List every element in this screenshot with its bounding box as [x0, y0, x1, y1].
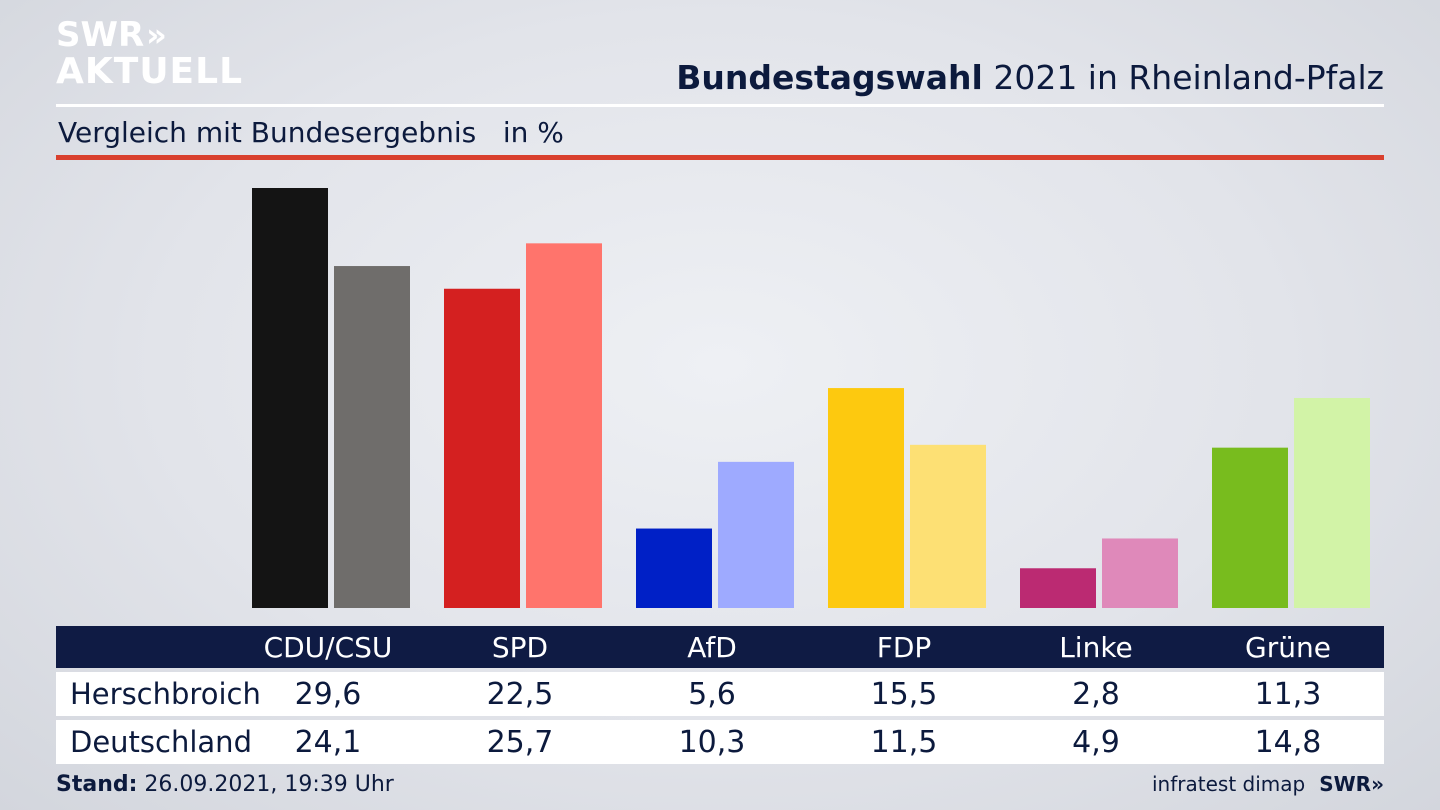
column-header: Linke: [1059, 630, 1133, 664]
column-header: FDP: [876, 630, 932, 664]
chart-title-bold: Bundestagswahl: [676, 58, 983, 97]
column-header: AfD: [687, 630, 737, 664]
bar-afd-deutschland: [718, 461, 794, 608]
timestamp-label: Stand:: [56, 772, 138, 797]
column-header: Grüne: [1245, 630, 1331, 664]
column-header: SPD: [491, 630, 549, 664]
chart-title-rest: 2021 in Rheinland-Pfalz: [982, 58, 1384, 97]
timestamp: Stand: 26.09.2021, 19:39 Uhr: [56, 772, 394, 797]
bar-linke-herschbroich: [1020, 568, 1096, 608]
table-cell: 2,8: [1072, 676, 1120, 712]
table-cell: 10,3: [678, 724, 746, 760]
table-cell: 29,6: [294, 676, 362, 712]
bar-cdu-csu-deutschland: [334, 266, 410, 608]
accent-divider: [56, 155, 1384, 160]
table-cell: 11,3: [1254, 676, 1322, 712]
chart-title: Bundestagswahl 2021 in Rheinland-Pfalz: [676, 58, 1384, 97]
logo-swr-text: SWR: [56, 15, 145, 55]
table-row-deutschland: Deutschland 24,1 25,7 10,3 11,5 4,9 14,8: [56, 720, 1384, 764]
column-header: CDU/CSU: [263, 630, 393, 664]
bar-fdp-deutschland: [910, 444, 986, 608]
row-label: Deutschland: [70, 725, 252, 759]
logo-aktuell-text: AKTUELL: [56, 51, 244, 92]
swr-aktuell-logo: SWR» AKTUELL: [56, 18, 243, 90]
row-label: Herschbroich: [70, 677, 261, 711]
bar-linke-deutschland: [1102, 538, 1178, 608]
timestamp-value: 26.09.2021, 19:39 Uhr: [137, 772, 394, 797]
bar-spd-deutschland: [526, 243, 602, 609]
table-cell: 15,5: [870, 676, 938, 712]
bar-grüne-herschbroich: [1212, 447, 1288, 608]
chart-subtitle: Vergleich mit Bundesergebnis in %: [58, 116, 564, 149]
results-table: CDU/CSU SPD AfD FDP Linke Grüne Herschbroich 2…: [56, 626, 1384, 764]
table-cell: 11,5: [870, 724, 938, 760]
table-cell: 22,5: [486, 676, 554, 712]
table-header-row: CDU/CSU SPD AfD FDP Linke Grüne: [56, 626, 1384, 668]
bar-spd-herschbroich: [444, 288, 520, 608]
title-divider: [56, 104, 1384, 107]
table-cell: 24,1: [294, 724, 362, 760]
table-cell: 25,7: [486, 724, 554, 760]
table-row-herschbroich: Herschbroich 29,6 22,5 5,6 15,5 2,8 11,3: [56, 672, 1384, 716]
bar-afd-herschbroich: [636, 528, 712, 608]
swr-footer-logo: SWR»: [1319, 772, 1384, 796]
source-credit: infratest dimap SWR»: [1152, 772, 1384, 796]
table-cell: 5,6: [688, 676, 736, 712]
table-cell: 4,9: [1072, 724, 1120, 760]
table-cell: 14,8: [1254, 724, 1322, 760]
bar-cdu-csu-herschbroich: [252, 188, 328, 608]
bar-grüne-deutschland: [1294, 398, 1370, 608]
bar-fdp-herschbroich: [828, 388, 904, 608]
source-name: infratest dimap: [1152, 772, 1306, 796]
